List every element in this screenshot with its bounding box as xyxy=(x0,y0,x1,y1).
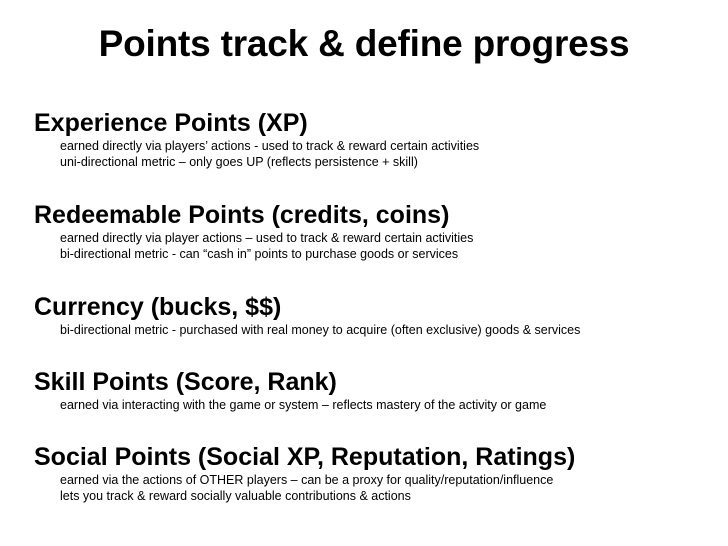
section-social-points: Social Points (Social XP, Reputation, Ra… xyxy=(34,442,714,504)
section-skill-points: Skill Points (Score, Rank) earned via in… xyxy=(34,367,714,413)
section-line: uni-directional metric – only goes UP (r… xyxy=(60,155,418,169)
section-experience-points: Experience Points (XP) earned directly v… xyxy=(34,108,714,170)
section-heading: Currency (bucks, $$) xyxy=(34,293,282,321)
slide-title: Points track & define progress xyxy=(98,23,630,64)
section-heading: Experience Points (XP) xyxy=(34,109,308,137)
section-heading: Skill Points (Score, Rank) xyxy=(34,368,337,396)
section-line: bi-directional metric - can “cash in” po… xyxy=(60,247,459,261)
section-line: lets you track & reward socially valuabl… xyxy=(60,489,411,503)
section-line: earned via the actions of OTHER players … xyxy=(60,473,554,487)
section-line: earned directly via player actions – use… xyxy=(60,231,474,245)
section-line: bi-directional metric - purchased with r… xyxy=(60,323,581,337)
section-currency: Currency (bucks, $$) bi-directional metr… xyxy=(34,292,714,338)
section-redeemable-points: Redeemable Points (credits, coins) earne… xyxy=(34,200,714,262)
section-heading: Redeemable Points (credits, coins) xyxy=(34,201,450,229)
section-heading: Social Points (Social XP, Reputation, Ra… xyxy=(34,443,576,471)
section-line: earned directly via players’ actions - u… xyxy=(60,139,480,153)
section-line: earned via interacting with the game or … xyxy=(60,398,547,412)
